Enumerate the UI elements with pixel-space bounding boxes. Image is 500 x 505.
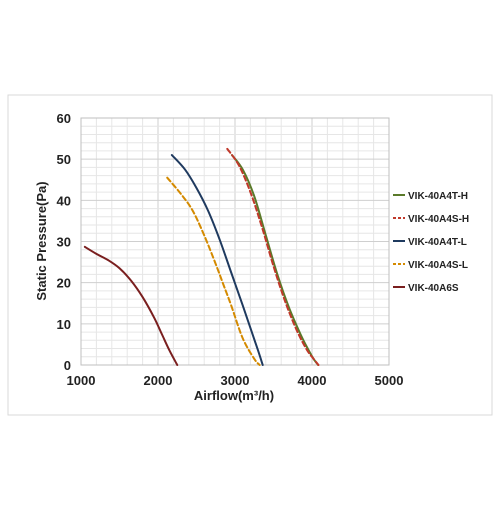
legend-label: VIK-40A4S-H <box>408 214 469 225</box>
series-line-vik-40a6s <box>83 245 179 366</box>
legend: VIK-40A4T-H VIK-40A4S-H VIK-40A4T-L VIK-40A… <box>393 191 469 294</box>
plot-area-border <box>80 117 390 366</box>
tick-layer: 1000 2000 3000 4000 5000 0 10 20 30 40 50 60 <box>57 111 404 388</box>
y-tick-label: 50 <box>57 152 71 167</box>
series-line-vik-40a4s-h <box>226 147 320 366</box>
x-tick-label: 5000 <box>375 373 404 388</box>
y-tick-label: 10 <box>57 317 71 332</box>
legend-label: VIK-40A4T-H <box>408 191 468 202</box>
chart-frame <box>7 94 493 416</box>
x-tick-label: 1000 <box>67 373 96 388</box>
series-layer <box>83 147 320 366</box>
legend-label: VIK-40A4T-L <box>408 237 467 248</box>
legend-label: VIK-40A4S-L <box>408 260 468 271</box>
y-tick-label: 60 <box>57 111 71 126</box>
legend-label: VIK-40A6S <box>408 283 459 294</box>
x-tick-label: 4000 <box>298 373 327 388</box>
x-tick-label: 2000 <box>144 373 173 388</box>
x-axis-title: Airflow(m³/h) <box>194 388 274 403</box>
series-line-vik-40a4s-l <box>166 176 261 366</box>
grid-layer <box>80 117 390 366</box>
y-tick-label: 0 <box>64 358 71 373</box>
x-tick-label: 3000 <box>221 373 250 388</box>
y-tick-label: 40 <box>57 193 71 208</box>
y-axis-title: Static Pressure(Pa) <box>34 181 49 300</box>
y-tick-label: 20 <box>57 276 71 291</box>
y-tick-label: 30 <box>57 235 71 250</box>
series-line-vik-40a4t-l <box>170 154 264 366</box>
